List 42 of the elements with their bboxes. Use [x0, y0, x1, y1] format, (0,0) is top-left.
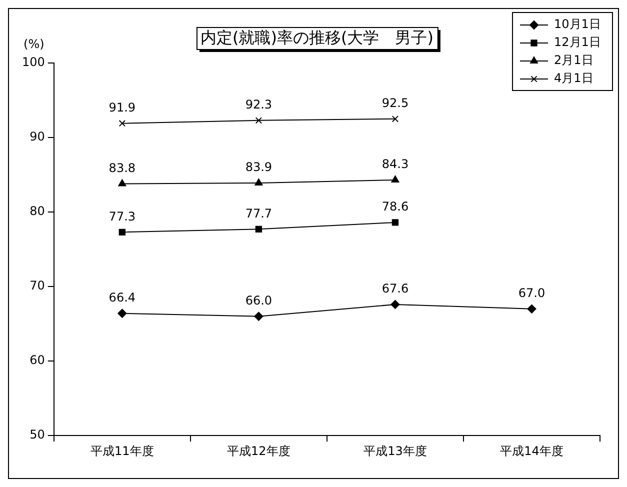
point [391, 175, 400, 182]
point [392, 219, 399, 226]
data-label: 78.6 [382, 200, 409, 214]
point [390, 300, 400, 309]
point [118, 308, 127, 318]
chart-title: 内定(就職)率の推移(大学 男子) [200, 28, 434, 48]
data-label: 84.3 [382, 157, 409, 172]
data-label: 83.8 [108, 160, 136, 175]
data-label: 92.5 [382, 96, 409, 110]
point [255, 226, 262, 233]
legend-label: 12月1日 [554, 35, 601, 50]
legend-label: 10月1日 [554, 17, 601, 32]
data-label: 77.3 [108, 209, 136, 224]
data-label: 92.3 [245, 98, 272, 112]
point [254, 312, 264, 321]
y-tick-label: 90 [30, 130, 45, 144]
x-tick-label: 平成12年度 [227, 444, 290, 458]
legend-label: 2月1日 [554, 53, 594, 68]
data-label: 91.9 [108, 100, 136, 114]
y-tick-label: 50 [30, 428, 45, 442]
y-tick-label: 80 [30, 204, 45, 218]
y-axis-title: (%) [24, 37, 44, 52]
point [118, 120, 126, 127]
point [254, 178, 263, 186]
point [118, 179, 126, 186]
data-label: 83.9 [245, 160, 272, 174]
point [392, 116, 399, 122]
point [255, 117, 262, 124]
legend-label: 4月1日 [554, 71, 594, 86]
y-tick-label: 60 [30, 353, 45, 368]
y-tick-label: 100 [22, 55, 45, 70]
x-tick-label: 平成14年度 [500, 444, 564, 458]
data-label: 67.6 [382, 282, 409, 296]
data-label: 67.0 [518, 286, 546, 300]
x-tick-label: 平成13年度 [364, 444, 427, 458]
data-label: 66.0 [245, 293, 272, 308]
point [527, 304, 536, 314]
x-tick-label: 平成11年度 [90, 444, 154, 458]
point [118, 228, 126, 236]
y-tick-label: 70 [30, 278, 45, 293]
data-label: 66.4 [108, 290, 136, 305]
data-label: 77.7 [245, 206, 272, 220]
